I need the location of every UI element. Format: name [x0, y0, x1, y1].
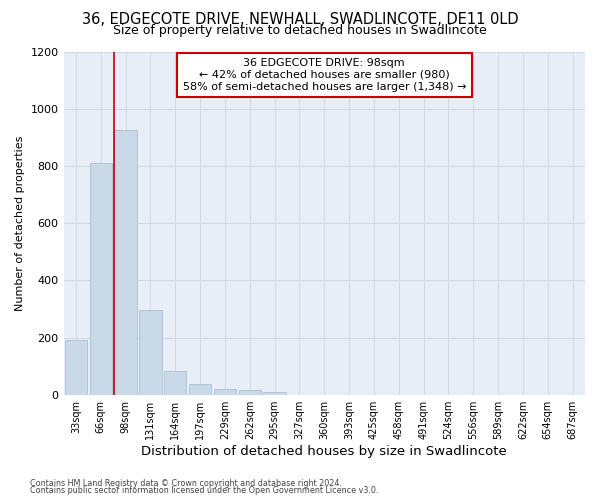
- Text: 36, EDGECOTE DRIVE, NEWHALL, SWADLINCOTE, DE11 0LD: 36, EDGECOTE DRIVE, NEWHALL, SWADLINCOTE…: [82, 12, 518, 28]
- Text: Size of property relative to detached houses in Swadlincote: Size of property relative to detached ho…: [113, 24, 487, 37]
- Bar: [214, 389, 236, 394]
- Text: Contains public sector information licensed under the Open Government Licence v3: Contains public sector information licen…: [30, 486, 379, 495]
- Bar: [89, 163, 112, 394]
- Text: Contains HM Land Registry data © Crown copyright and database right 2024.: Contains HM Land Registry data © Crown c…: [30, 478, 342, 488]
- Bar: [65, 340, 87, 394]
- Bar: [263, 392, 286, 394]
- Bar: [115, 130, 137, 394]
- X-axis label: Distribution of detached houses by size in Swadlincote: Distribution of detached houses by size …: [142, 444, 507, 458]
- Y-axis label: Number of detached properties: Number of detached properties: [15, 136, 25, 311]
- Text: 36 EDGECOTE DRIVE: 98sqm
← 42% of detached houses are smaller (980)
58% of semi-: 36 EDGECOTE DRIVE: 98sqm ← 42% of detach…: [182, 58, 466, 92]
- Bar: [189, 384, 211, 394]
- Bar: [139, 310, 161, 394]
- Bar: [164, 372, 187, 394]
- Bar: [239, 390, 261, 394]
